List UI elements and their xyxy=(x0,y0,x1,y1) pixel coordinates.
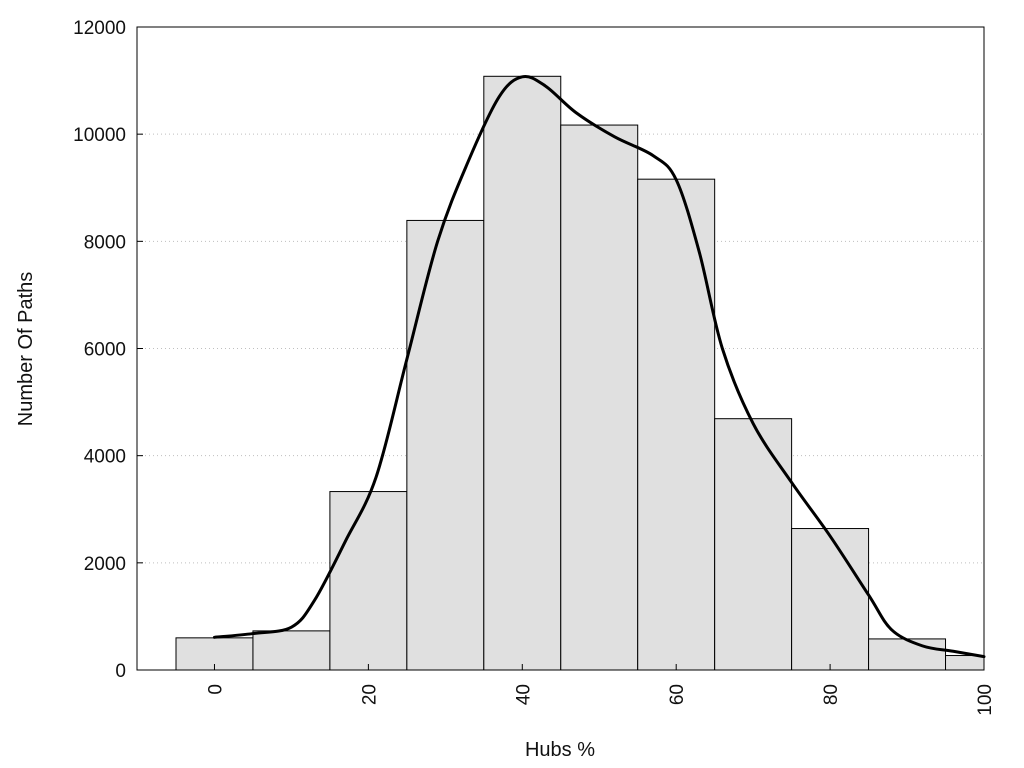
histogram-bar xyxy=(791,528,870,671)
x-tick-label: 60 xyxy=(667,684,688,705)
x-tick-label: 20 xyxy=(359,684,380,705)
histogram-bar xyxy=(483,75,562,671)
y-tick-label: 6000 xyxy=(84,340,126,361)
bars xyxy=(175,75,985,671)
axis-ticks: 0 2000 4000 6000 8000 10000 12000 0 20 40 60 80 100 xyxy=(73,18,996,716)
density-curve xyxy=(212,74,986,659)
histogram-bar xyxy=(329,491,408,671)
y-axis-label: Number Of Paths xyxy=(15,272,37,427)
y-tick-label: 2000 xyxy=(84,554,126,575)
x-tick-label: 100 xyxy=(975,684,996,716)
histogram-bar xyxy=(637,178,716,671)
histogram-bar xyxy=(560,124,639,671)
histogram-bar xyxy=(252,630,331,671)
histogram-bar xyxy=(714,418,793,671)
y-tick-label: 10000 xyxy=(73,125,126,146)
x-tick-label: 40 xyxy=(513,684,534,705)
histogram-bar xyxy=(868,638,947,671)
x-tick-label: 0 xyxy=(205,684,226,695)
y-tick-label: 4000 xyxy=(84,447,126,468)
x-tick-label: 80 xyxy=(821,684,842,705)
density-curve-layer xyxy=(212,74,986,659)
y-tick-label: 0 xyxy=(115,661,126,682)
y-tick-label: 8000 xyxy=(84,232,126,253)
histogram-bar xyxy=(945,655,985,671)
y-tick-label: 12000 xyxy=(73,18,126,39)
x-axis-label: Hubs % xyxy=(525,739,595,761)
histogram-bar xyxy=(406,219,485,671)
